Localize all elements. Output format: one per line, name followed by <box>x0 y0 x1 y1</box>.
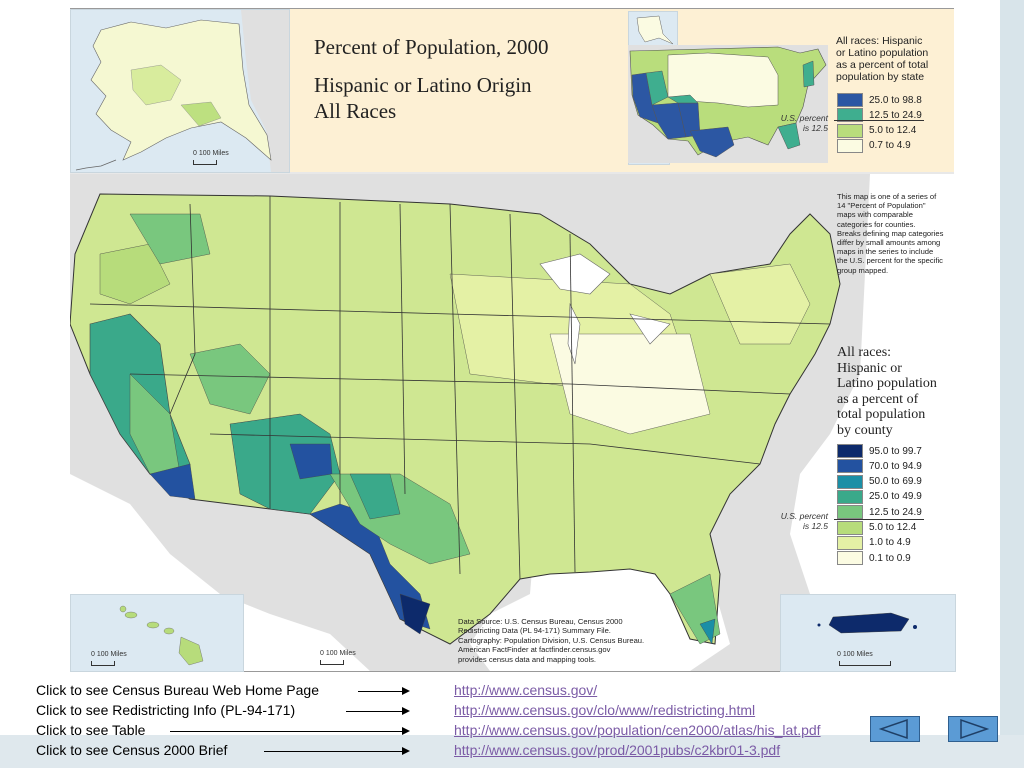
link-description: Click to see Census Bureau Web Home Page <box>36 682 319 698</box>
census-link[interactable]: http://www.census.gov/ <box>454 682 598 698</box>
county-legend-swatch <box>837 444 863 458</box>
county-legend-label: 25.0 to 49.9 <box>869 491 922 503</box>
county-legend-swatch <box>837 474 863 489</box>
census-map-poster: 0 100 Miles Percent of Population, 2000 … <box>70 8 956 672</box>
state-legend-label: 5.0 to 12.4 <box>869 125 917 137</box>
county-level-map <box>70 174 954 671</box>
arrow-head-icon <box>402 707 410 715</box>
link-row: Click to see Table http://www.census.gov/… <box>36 722 936 742</box>
puerto-rico-inset: 0 100 Miles <box>780 594 956 672</box>
county-legend-swatch <box>837 459 863 474</box>
state-alaska-mini <box>628 11 678 49</box>
county-legend-swatch <box>837 520 863 535</box>
state-legend-swatch <box>837 93 863 107</box>
state-legend-row: 25.0 to 98.8 <box>837 93 922 107</box>
county-legend-label: 5.0 to 12.4 <box>869 522 917 533</box>
state-us-percent-line <box>834 120 924 121</box>
link-description: Click to see Table <box>36 722 146 738</box>
slide-side-strip <box>1000 0 1024 735</box>
arrow-head-icon <box>402 727 410 735</box>
arrow-icon <box>170 731 402 732</box>
county-legend-row: 25.0 to 49.9 <box>837 489 922 504</box>
link-description: Click to see Census 2000 Brief <box>36 742 228 758</box>
arrow-icon <box>264 751 402 752</box>
alaska-inset: 0 100 Miles <box>70 9 290 173</box>
county-legend-label: 95.0 to 99.7 <box>869 445 922 457</box>
state-legend-row: 0.7 to 4.9 <box>837 138 911 153</box>
alaska-map <box>75 10 289 172</box>
county-us-percent-line <box>834 519 924 520</box>
county-legend-row: 95.0 to 99.7 <box>837 444 922 458</box>
triangle-left-icon <box>878 718 908 740</box>
hawaii-map <box>119 605 204 666</box>
puerto-rico-scale-label: 0 100 Miles <box>837 651 873 658</box>
census-link[interactable]: http://www.census.gov/clo/www/redistrict… <box>454 702 756 718</box>
alaska-scale-bar <box>193 160 217 165</box>
puerto-rico-scale-bar <box>839 661 891 666</box>
county-us-percent-note: U.S. percent is 12.5 <box>780 511 828 531</box>
link-row: Click to see Census Bureau Web Home Page… <box>36 682 936 702</box>
state-legend-swatch <box>837 108 863 123</box>
slide-bottom-bar <box>0 735 1024 768</box>
arrow-head-icon <box>402 747 410 755</box>
previous-slide-button[interactable] <box>870 716 920 742</box>
county-legend-row: 5.0 to 12.4 <box>837 520 917 535</box>
county-legend-label: 50.0 to 69.9 <box>869 476 922 488</box>
county-legend-row: 70.0 to 94.9 <box>837 459 922 474</box>
county-legend-row: 50.0 to 69.9 <box>837 474 922 489</box>
next-slide-button[interactable] <box>948 716 998 742</box>
county-legend-swatch <box>837 535 863 550</box>
state-legend-swatch <box>837 138 863 153</box>
hawaii-scale-bar <box>91 661 115 666</box>
map-series-note: This map is one of a series of 14 "Perce… <box>837 192 944 275</box>
county-legend-row: 12.5 to 24.9 <box>837 505 922 520</box>
state-legend-label: 0.7 to 4.9 <box>869 140 911 152</box>
mainland-scale-bar <box>320 660 344 665</box>
county-legend-row: 1.0 to 4.9 <box>837 535 911 550</box>
map-title: Percent of Population, 2000 <box>314 35 549 59</box>
mainland-scale-label: 0 100 Miles <box>320 650 356 657</box>
link-description: Click to see Redistricting Info (PL-94-1… <box>36 702 296 718</box>
arrow-icon <box>346 711 402 712</box>
county-legend-label: 12.5 to 24.9 <box>869 506 922 518</box>
census-link[interactable]: http://www.census.gov/prod/2001pubs/c2kb… <box>454 742 781 758</box>
state-legend-label: 12.5 to 24.9 <box>869 109 922 121</box>
county-legend-label: 1.0 to 4.9 <box>869 537 911 549</box>
link-row: Click to see Census 2000 Brief http://www… <box>36 742 936 762</box>
county-legend-heading: All races: Hispanic or Latino population… <box>837 345 937 438</box>
map-subtitle: Hispanic or Latino Origin All Races <box>314 72 614 124</box>
county-legend-row: 0.1 to 0.9 <box>837 551 911 566</box>
county-legend-label: 70.0 to 94.9 <box>869 460 922 472</box>
subtitle-line-1: Hispanic or Latino Origin <box>314 73 532 97</box>
county-legend-swatch <box>837 489 863 504</box>
state-us-percent-note: U.S. percent is 12.5 <box>780 113 828 133</box>
triangle-right-icon <box>960 718 990 740</box>
county-legend-swatch <box>837 505 863 520</box>
arrow-icon <box>358 691 402 692</box>
census-link[interactable]: http://www.census.gov/population/cen2000… <box>454 722 821 738</box>
county-legend-label: 0.1 to 0.9 <box>869 552 911 564</box>
county-legend-swatch <box>837 551 863 566</box>
state-level-map <box>628 45 828 163</box>
hawaii-inset: 0 100 Miles <box>70 594 244 672</box>
state-legend-heading: All races: Hispanic or Latino population… <box>836 35 929 83</box>
subtitle-line-2: All Races <box>314 99 397 123</box>
puerto-rico-map <box>817 612 917 634</box>
link-row: Click to see Redistricting Info (PL-94-1… <box>36 702 936 722</box>
hawaii-scale-label: 0 100 Miles <box>91 651 127 658</box>
state-legend-swatch <box>837 123 863 138</box>
state-legend-row: 5.0 to 12.4 <box>837 123 917 138</box>
data-source-note: Data Source: U.S. Census Bureau, Census … <box>458 617 645 664</box>
state-legend-row: 12.5 to 24.9 <box>837 108 922 123</box>
alaska-scale-label: 0 100 Miles <box>193 150 229 157</box>
state-legend-label: 25.0 to 98.8 <box>869 94 922 106</box>
arrow-head-icon <box>402 687 410 695</box>
